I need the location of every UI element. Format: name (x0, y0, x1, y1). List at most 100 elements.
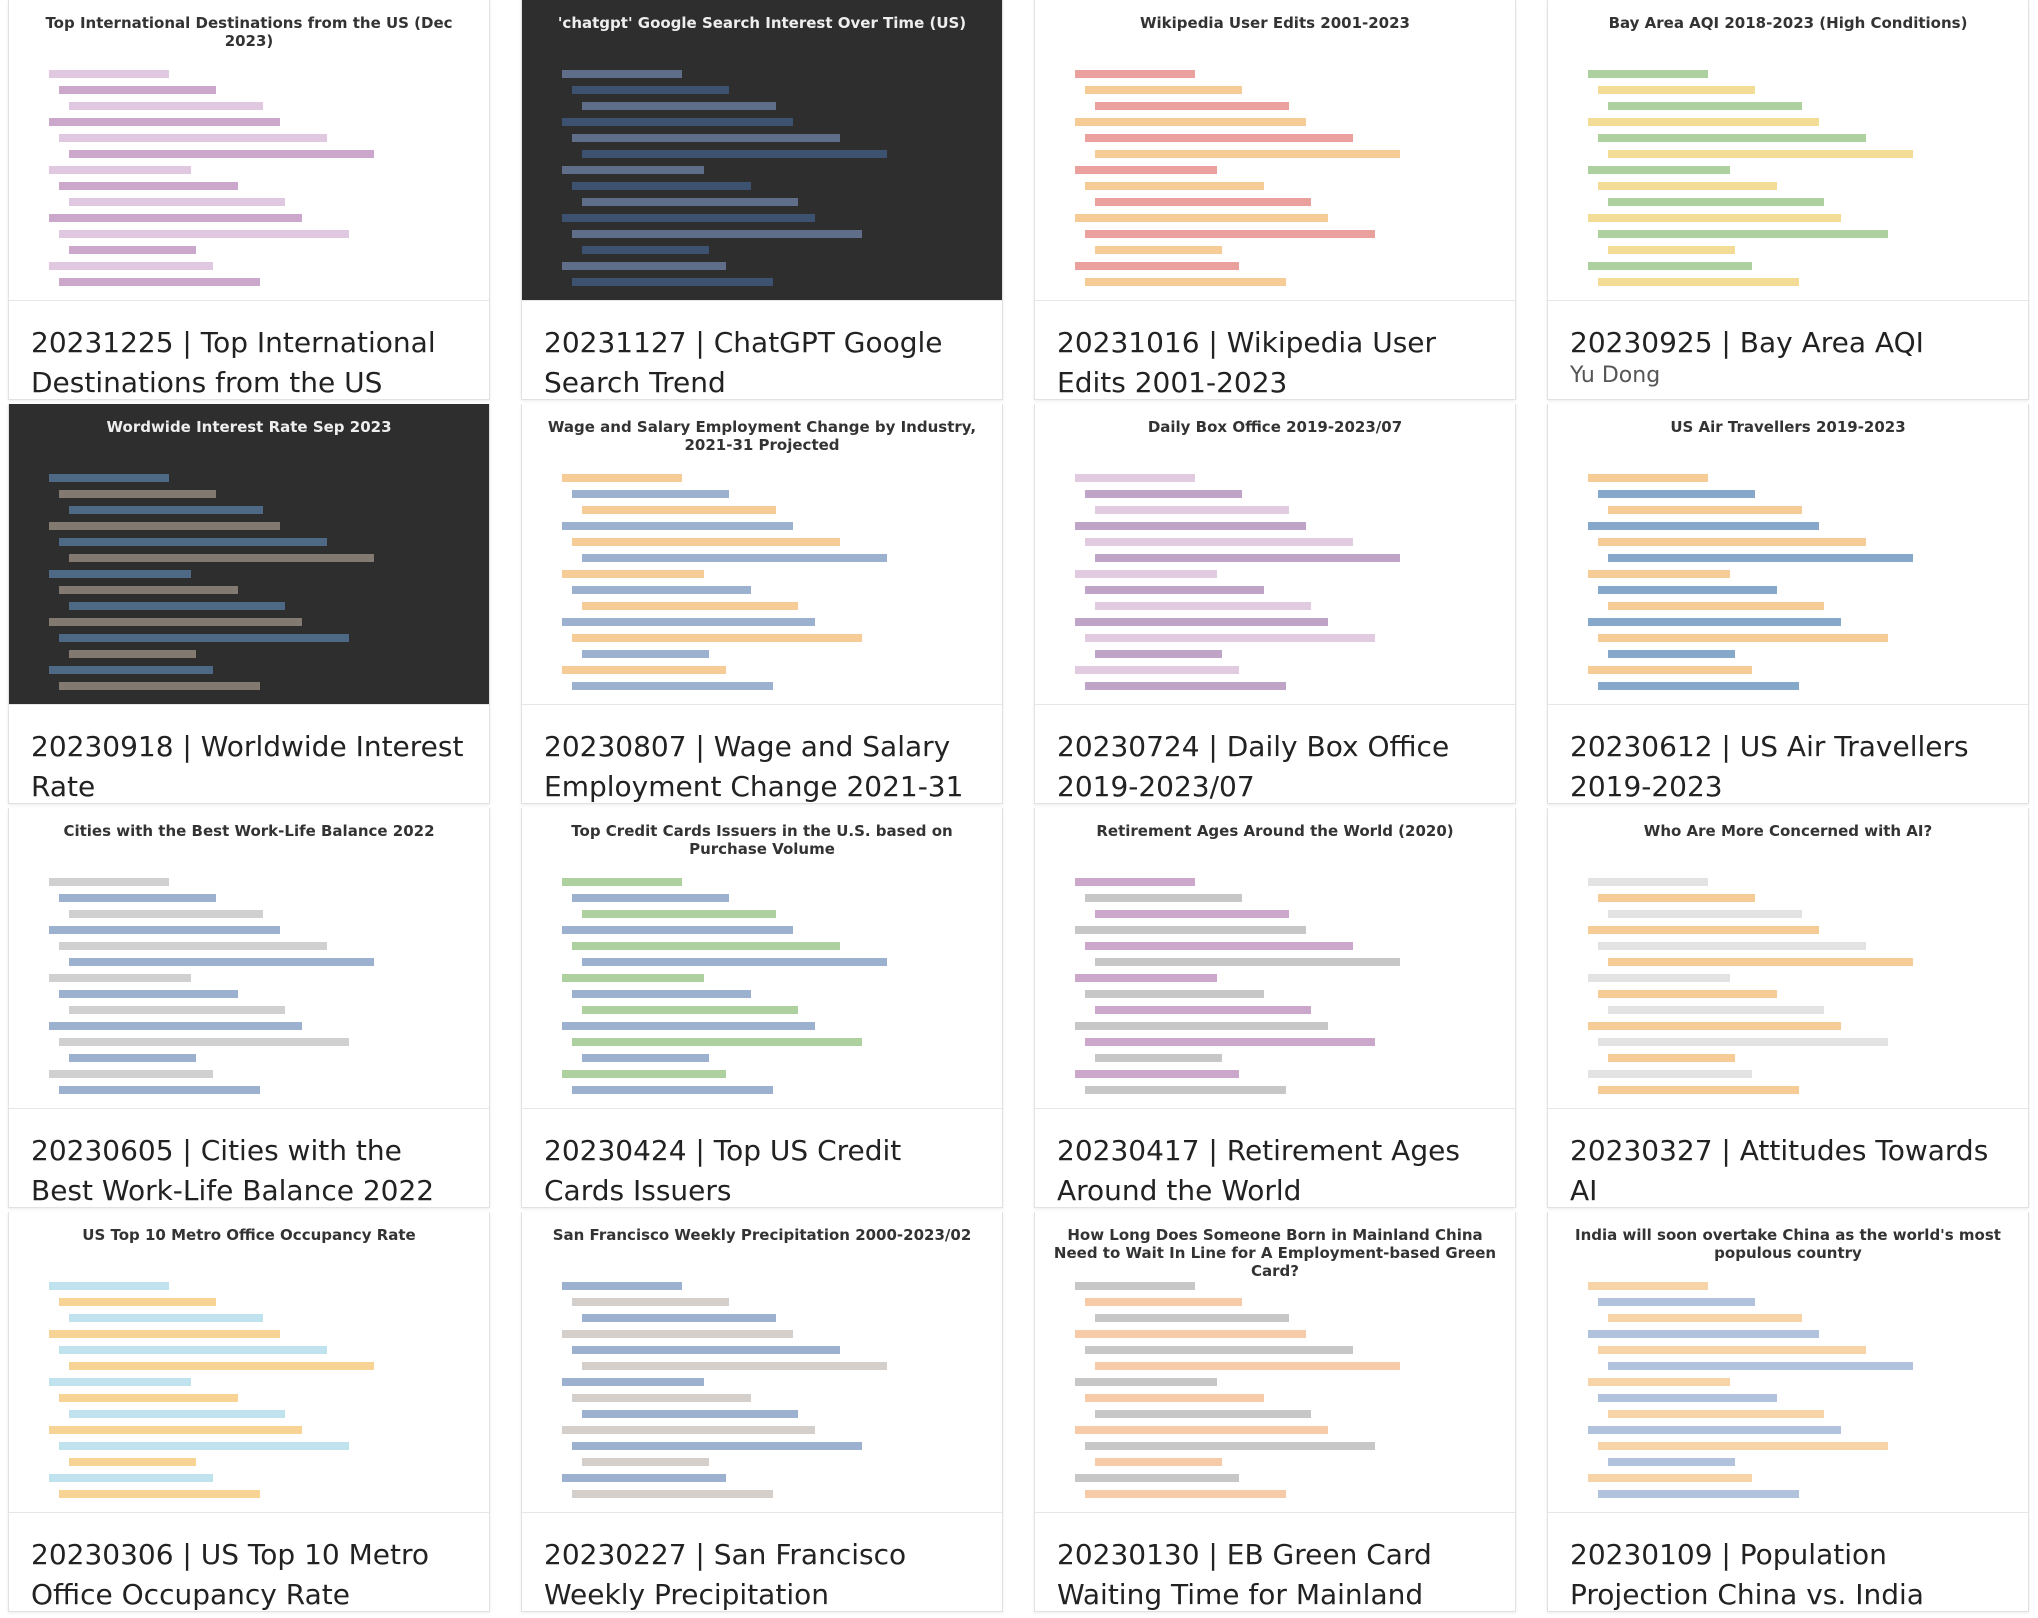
gallery-card[interactable]: US Air Travellers 2019-2023 20230612 | US… (1547, 404, 2029, 804)
card-title-text[interactable]: 20230612 | US Air Travellers 2019-2023 (1570, 730, 1969, 803)
gallery-card[interactable]: Wage and Salary Employment Change by Ind… (521, 404, 1003, 804)
decor-bar (582, 1006, 798, 1014)
card-title-text[interactable]: 20230925 | Bay Area AQI (1570, 326, 1924, 359)
thumbnail-decoration (49, 878, 374, 1094)
decor-bar (1598, 586, 1777, 594)
card-title: 20230605 | Cities with the Best Work-Lif… (9, 1109, 489, 1207)
card-title-text[interactable]: 20230417 | Retirement Ages Around the Wo… (1057, 1134, 1460, 1207)
decor-bar (59, 1086, 260, 1094)
decor-bar (49, 214, 302, 222)
card-title: 20230424 | Top US Credit Cards Issuers (522, 1109, 1002, 1207)
decor-bar (572, 538, 840, 546)
decor-bar (69, 910, 263, 918)
decor-bar (59, 134, 327, 142)
decor-bar (1075, 974, 1217, 982)
decor-bar (49, 926, 280, 934)
decor-bar (69, 1362, 374, 1370)
decor-bar (1095, 650, 1222, 658)
decor-bar (49, 262, 213, 270)
decor-bar (562, 1474, 726, 1482)
decor-bar (1588, 1022, 1841, 1030)
decor-bar (582, 150, 887, 158)
card-title-text[interactable]: 20230130 | EB Green Card Waiting Time fo… (1057, 1538, 1432, 1611)
decor-bar (1588, 1474, 1752, 1482)
gallery-card[interactable]: Who Are More Concerned with AI? 20230327 … (1547, 808, 2029, 1208)
decor-bar (49, 1022, 302, 1030)
thumbnail-title: Top International Destinations from the … (45, 14, 453, 50)
card-title-text[interactable]: 20230424 | Top US Credit Cards Issuers (544, 1134, 902, 1207)
decor-bar (562, 1330, 793, 1338)
decor-bar (572, 1442, 862, 1450)
decor-bar (1608, 958, 1913, 966)
card-title-text[interactable]: 20231016 | Wikipedia User Edits 2001-202… (1057, 326, 1437, 399)
decor-bar (1598, 1442, 1888, 1450)
decor-bar (1075, 618, 1328, 626)
thumbnail-title: Cities with the Best Work-Life Balance 2… (63, 822, 435, 840)
card-title-text[interactable]: 20231225 | Top International Destination… (31, 326, 436, 399)
decor-bar (1095, 150, 1400, 158)
decor-bar (1075, 474, 1195, 482)
gallery-card[interactable]: Wordwide Interest Rate Sep 2023 20230918 … (8, 404, 490, 804)
decor-bar (1075, 1474, 1239, 1482)
decor-bar (1588, 1426, 1841, 1434)
card-title: 20230612 | US Air Travellers 2019-2023 (1548, 705, 2028, 803)
gallery-card[interactable]: Retirement Ages Around the World (2020) 2… (1034, 808, 1516, 1208)
decor-bar (1588, 166, 1730, 174)
decor-bar (1075, 926, 1306, 934)
decor-bar (1095, 1410, 1311, 1418)
card-title-text[interactable]: 20230327 | Attitudes Towards AI (1570, 1134, 1989, 1207)
decor-bar (59, 86, 216, 94)
card-title: 20231016 | Wikipedia User Edits 2001-202… (1035, 301, 1515, 399)
gallery-card[interactable]: Wikipedia User Edits 2001-2023 20231016 |… (1034, 0, 1516, 400)
gallery-card[interactable]: Bay Area AQI 2018-2023 (High Conditions)… (1547, 0, 2029, 400)
decor-bar (1075, 166, 1217, 174)
gallery-card[interactable]: 'chatgpt' Google Search Interest Over Ti… (521, 0, 1003, 400)
card-title-text[interactable]: 20230109 | Population Projection China v… (1570, 1538, 1924, 1611)
decor-bar (1598, 1298, 1755, 1306)
thumbnail-title: Daily Box Office 2019-2023/07 (1147, 418, 1403, 436)
decor-bar (1075, 1282, 1195, 1290)
gallery-card[interactable]: Top International Destinations from the … (8, 0, 490, 400)
decor-bar (582, 602, 798, 610)
thumbnail: 'chatgpt' Google Search Interest Over Ti… (522, 0, 1002, 301)
decor-bar (49, 166, 191, 174)
decor-bar (1608, 150, 1913, 158)
card-title-text[interactable]: 20230807 | Wage and Salary Employment Ch… (544, 730, 964, 803)
decor-bar (572, 1346, 840, 1354)
decor-bar (1608, 1458, 1735, 1466)
decor-bar (1095, 554, 1400, 562)
gallery-card[interactable]: Daily Box Office 2019-2023/07 20230724 | … (1034, 404, 1516, 804)
decor-bar (572, 490, 729, 498)
card-title: 20230130 | EB Green Card Waiting Time fo… (1035, 1513, 1515, 1611)
decor-bar (1588, 926, 1819, 934)
decor-bar (1085, 134, 1353, 142)
thumbnail: US Air Travellers 2019-2023 (1548, 404, 2028, 705)
gallery-card[interactable]: How Long Does Someone Born in Mainland C… (1034, 1212, 1516, 1612)
card-title-text[interactable]: 20230306 | US Top 10 Metro Office Occupa… (31, 1538, 429, 1611)
decor-bar (1588, 666, 1752, 674)
decor-bar (572, 586, 751, 594)
card-title-text[interactable]: 20230724 | Daily Box Office 2019-2023/07 (1057, 730, 1450, 803)
decor-bar (1085, 634, 1375, 642)
decor-bar (1085, 1442, 1375, 1450)
gallery-card[interactable]: US Top 10 Metro Office Occupancy Rate 202… (8, 1212, 490, 1612)
gallery-card[interactable]: San Francisco Weekly Precipitation 2000-… (521, 1212, 1003, 1612)
card-title-text[interactable]: 20230227 | San Francisco Weekly Precipit… (544, 1538, 907, 1611)
decor-bar (1598, 1394, 1777, 1402)
card-title-text[interactable]: 20231127 | ChatGPT Google Search Trend (544, 326, 943, 399)
gallery-card[interactable]: India will soon overtake China as the wo… (1547, 1212, 2029, 1612)
card-title: 20231127 | ChatGPT Google Search Trend (522, 301, 1002, 399)
card-title-text[interactable]: 20230605 | Cities with the Best Work-Lif… (31, 1134, 435, 1207)
gallery-card[interactable]: Cities with the Best Work-Life Balance 2… (8, 808, 490, 1208)
decor-bar (59, 634, 349, 642)
decor-bar (1598, 230, 1888, 238)
decor-bar (1608, 1362, 1913, 1370)
thumbnail: San Francisco Weekly Precipitation 2000-… (522, 1212, 1002, 1513)
thumbnail-title: 'chatgpt' Google Search Interest Over Ti… (557, 14, 967, 32)
gallery-card[interactable]: Top Credit Cards Issuers in the U.S. bas… (521, 808, 1003, 1208)
decor-bar (69, 602, 285, 610)
card-author: Yu Dong (1570, 363, 1661, 388)
decor-bar (1608, 1314, 1802, 1322)
card-title-text[interactable]: 20230918 | Worldwide Interest Rate (31, 730, 464, 803)
decor-bar (1608, 650, 1735, 658)
